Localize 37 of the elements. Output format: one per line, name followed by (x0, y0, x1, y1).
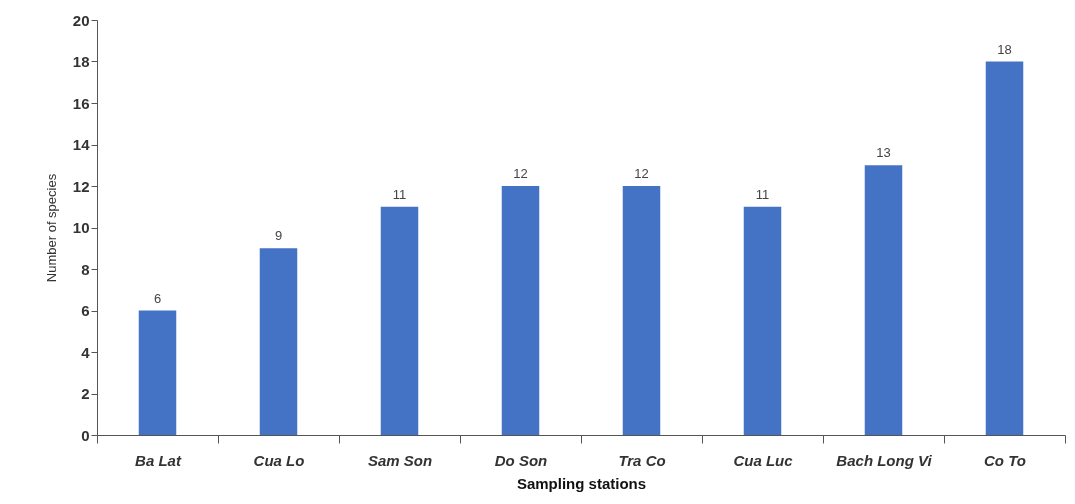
data-label: 11 (392, 186, 407, 202)
y-tick-label: 2 (81, 385, 90, 402)
data-label: 6 (153, 290, 162, 306)
data-label: 12 (634, 166, 649, 181)
data-label: 13 (876, 145, 891, 161)
data-label: 9 (274, 228, 283, 244)
y-tick-label: 18 (72, 53, 90, 70)
bar (985, 61, 1024, 435)
bar (138, 310, 177, 435)
x-tick-label: Cua Luc (733, 451, 794, 469)
y-axis-title: Number of species (43, 173, 59, 283)
y-tick-label: 4 (81, 343, 91, 361)
y-tick-label: 20 (72, 11, 90, 29)
y-tick-label: 10 (72, 219, 90, 236)
bar (380, 206, 419, 435)
y-tick-label: 6 (81, 302, 90, 319)
x-tick-label: Tra Co (618, 451, 666, 469)
x-tick-label: Do Son (494, 451, 548, 469)
data-label: 18 (997, 41, 1012, 57)
x-tick-label: Co To (984, 451, 1026, 469)
bar (864, 165, 903, 435)
x-tick-label: Bach Long Vi (836, 451, 933, 469)
y-tick-label: 14 (72, 136, 91, 153)
bar (743, 206, 782, 435)
y-tick-label: 0 (81, 426, 90, 444)
data-label: 12 (513, 166, 528, 181)
bar (259, 248, 298, 435)
data-label: 11 (755, 186, 770, 202)
x-tick-label: Sam Son (367, 451, 433, 469)
y-tick-label: 8 (81, 260, 90, 278)
bar (622, 186, 661, 435)
x-tick-label: Ba Lat (135, 451, 182, 469)
x-tick-label: Cua Lo (253, 451, 305, 469)
y-tick-label: 12 (72, 177, 90, 195)
bar (501, 186, 540, 435)
y-tick-label: 16 (72, 94, 90, 112)
x-axis-title: Sampling stations (516, 474, 647, 492)
